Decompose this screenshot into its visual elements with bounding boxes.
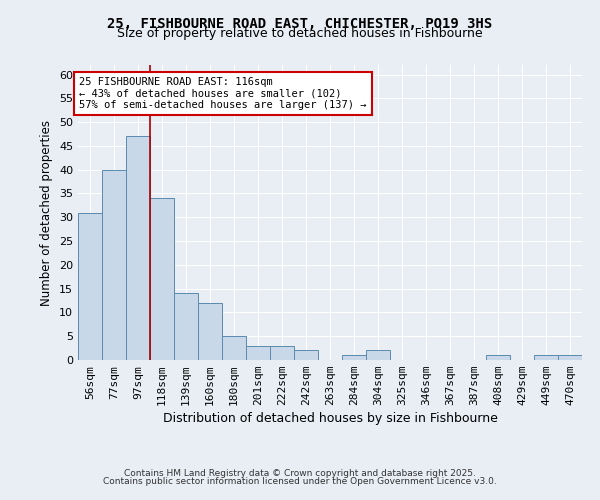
Y-axis label: Number of detached properties: Number of detached properties [40, 120, 53, 306]
Bar [222, 336, 246, 360]
Bar [246, 346, 270, 360]
Bar [78, 212, 102, 360]
Bar [486, 355, 510, 360]
Text: Size of property relative to detached houses in Fishbourne: Size of property relative to detached ho… [117, 28, 483, 40]
Bar [174, 294, 198, 360]
Bar [534, 355, 558, 360]
Bar [366, 350, 390, 360]
Bar [150, 198, 174, 360]
Bar [102, 170, 126, 360]
Bar [294, 350, 318, 360]
Bar [126, 136, 150, 360]
Bar [270, 346, 294, 360]
Text: Contains HM Land Registry data © Crown copyright and database right 2025.: Contains HM Land Registry data © Crown c… [124, 468, 476, 477]
Bar [198, 303, 222, 360]
Text: 25, FISHBOURNE ROAD EAST, CHICHESTER, PO19 3HS: 25, FISHBOURNE ROAD EAST, CHICHESTER, PO… [107, 18, 493, 32]
Bar [558, 355, 582, 360]
X-axis label: Distribution of detached houses by size in Fishbourne: Distribution of detached houses by size … [163, 412, 497, 426]
Text: Contains public sector information licensed under the Open Government Licence v3: Contains public sector information licen… [103, 477, 497, 486]
Text: 25 FISHBOURNE ROAD EAST: 116sqm
← 43% of detached houses are smaller (102)
57% o: 25 FISHBOURNE ROAD EAST: 116sqm ← 43% of… [79, 77, 367, 110]
Bar [342, 355, 366, 360]
